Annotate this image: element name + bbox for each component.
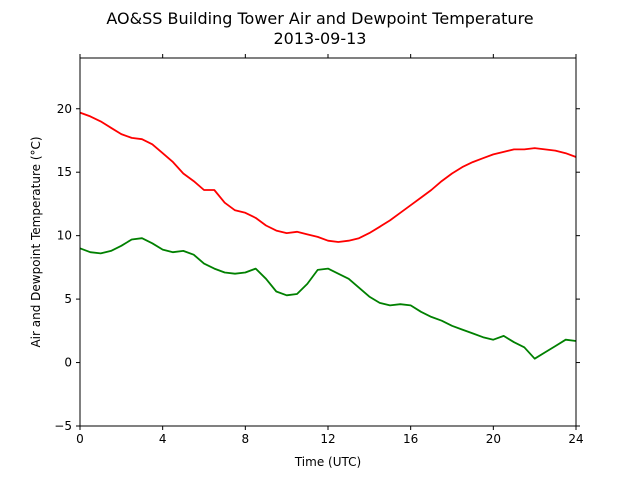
plot-frame [79,57,577,427]
x-tick-label: 16 [403,432,418,446]
y-axis-label: Air and Dewpoint Temperature (°C) [29,136,43,347]
axis-ticks: 0 4 8 12 16 20 24 −5 0 5 10 15 20 [54,54,584,446]
y-tick-label: 20 [57,102,72,116]
chart-subtitle: 2013-09-13 [274,29,367,48]
chart-title: AO&SS Building Tower Air and Dewpoint Te… [106,9,533,28]
x-tick-label: 20 [486,432,501,446]
plot-lines [79,111,577,360]
x-tick-label: 8 [242,432,250,446]
y-tick-label: 10 [57,229,72,243]
series-line-0 [79,111,577,243]
y-tick-label: 5 [64,292,72,306]
y-tick-label: 15 [57,165,72,179]
x-tick-label: 4 [159,432,167,446]
x-axis-label: Time (UTC) [294,455,361,469]
y-tick-label: −5 [54,419,72,433]
x-tick-label: 12 [320,432,335,446]
x-tick-label: 0 [76,432,84,446]
y-tick-label: 0 [64,356,72,370]
x-tick-label: 24 [568,432,583,446]
series-line-1 [79,237,577,360]
